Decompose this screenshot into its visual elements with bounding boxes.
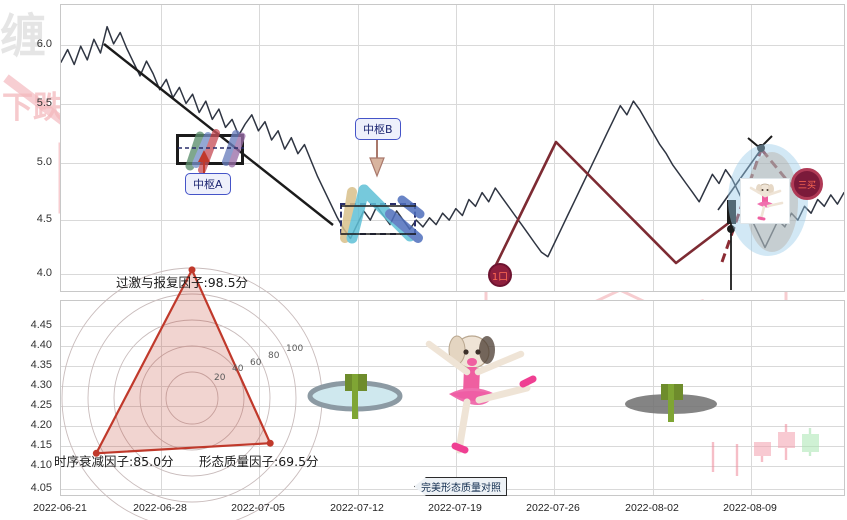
x-tick-label: 2022-07-19 (428, 502, 482, 514)
comparison-banner[interactable]: 完美形态质量对照 (414, 477, 507, 496)
x-tick-label: 2022-07-12 (330, 502, 384, 514)
y-tick-label: 4.40 (6, 339, 52, 351)
y-tick-label: 4.15 (6, 439, 52, 451)
candlestick-series-svg (0, 0, 847, 520)
chart-screenshot: 缠论 下跌 盘整 下跌 三买 下跌二买 背驰一买 (0, 0, 847, 520)
x-tick-label: 2022-06-21 (33, 502, 87, 514)
y-tick-label: 5.5 (6, 97, 52, 109)
y-tick-label: 4.35 (6, 359, 52, 371)
y-tick-label: 4.05 (6, 482, 52, 494)
x-tick-label: 2022-08-02 (625, 502, 679, 514)
candlesticks (713, 424, 819, 476)
y-tick-label: 4.30 (6, 379, 52, 391)
x-tick-label: 2022-06-28 (133, 502, 187, 514)
y-tick-label: 4.20 (6, 419, 52, 431)
y-tick-label: 4.10 (6, 459, 52, 471)
x-tick-label: 2022-08-09 (723, 502, 777, 514)
y-tick-label: 4.25 (6, 399, 52, 411)
y-tick-label: 6.0 (6, 38, 52, 50)
y-tick-label: 5.0 (6, 156, 52, 168)
y-tick-label: 4.0 (6, 267, 52, 279)
y-tick-label: 4.45 (6, 319, 52, 331)
y-tick-label: 4.5 (6, 213, 52, 225)
x-tick-label: 2022-07-26 (526, 502, 580, 514)
x-tick-label: 2022-07-05 (231, 502, 285, 514)
